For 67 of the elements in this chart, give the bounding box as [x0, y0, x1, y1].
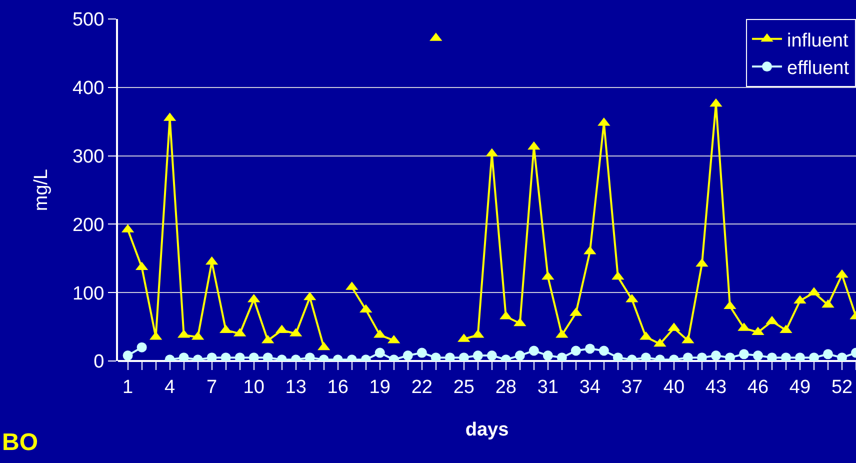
y-tick-label: 500: [72, 10, 104, 31]
x-tick-label: 52: [831, 376, 853, 398]
point: [178, 352, 189, 361]
point: [710, 350, 721, 361]
point: [724, 352, 735, 361]
y-axis-title: mg/L: [30, 168, 52, 212]
point: [682, 352, 693, 361]
x-tick-label: 49: [789, 376, 811, 398]
point: [556, 352, 567, 361]
point: [136, 342, 147, 352]
point: [752, 350, 763, 361]
y-tick-label: 0: [94, 352, 104, 373]
x-tick-label: 40: [663, 376, 685, 398]
point: [808, 352, 819, 361]
x-tick-label: 16: [327, 376, 348, 398]
point: [122, 350, 133, 361]
y-tick-label: 300: [72, 146, 104, 168]
point: [696, 352, 707, 361]
point: [234, 352, 245, 361]
point: [598, 346, 609, 356]
x-tick-label: 46: [747, 376, 769, 398]
x-tick-label: 4: [164, 376, 176, 398]
x-tick-label: 34: [579, 376, 601, 398]
x-tick-label: 10: [243, 376, 264, 398]
x-tick-label: 43: [705, 376, 727, 398]
point: [570, 346, 581, 356]
point: [248, 352, 259, 361]
x-tick-label: 37: [621, 376, 643, 398]
point: [780, 352, 791, 361]
x-tick-label: 31: [537, 376, 558, 398]
point: [206, 352, 217, 361]
point: [640, 352, 651, 361]
point: [766, 352, 777, 361]
legend-label: effluent: [787, 58, 850, 79]
point: [416, 348, 427, 358]
point: [542, 350, 553, 361]
point: [822, 349, 833, 360]
y-tick-label: 100: [72, 283, 104, 304]
x-tick-label: 7: [206, 376, 218, 398]
point: [220, 352, 231, 361]
point: [262, 352, 273, 361]
point: [584, 344, 595, 354]
x-tick-label: 1: [122, 376, 134, 398]
point: [430, 352, 441, 361]
x-tick-label: 13: [285, 376, 306, 398]
x-axis-title: days: [465, 420, 509, 441]
y-tick-label: 200: [72, 214, 104, 236]
point: [837, 352, 847, 361]
point: [486, 350, 497, 361]
y-tick-label: 400: [72, 78, 104, 100]
point: [472, 350, 483, 361]
point: [402, 350, 413, 361]
point: [458, 352, 469, 361]
text: BO: [2, 429, 38, 456]
x-tick-label: 22: [411, 376, 432, 398]
x-tick-label: 28: [495, 376, 516, 398]
legend-label: influent: [787, 30, 849, 52]
x-tick-label: 25: [453, 376, 474, 398]
point: [374, 348, 385, 358]
point: [304, 352, 315, 361]
point: [794, 352, 805, 361]
point: [514, 350, 525, 361]
point: [444, 352, 455, 361]
x-tick-label: 19: [369, 376, 390, 398]
point: [738, 349, 749, 360]
point: [612, 352, 623, 361]
point: [528, 346, 539, 356]
